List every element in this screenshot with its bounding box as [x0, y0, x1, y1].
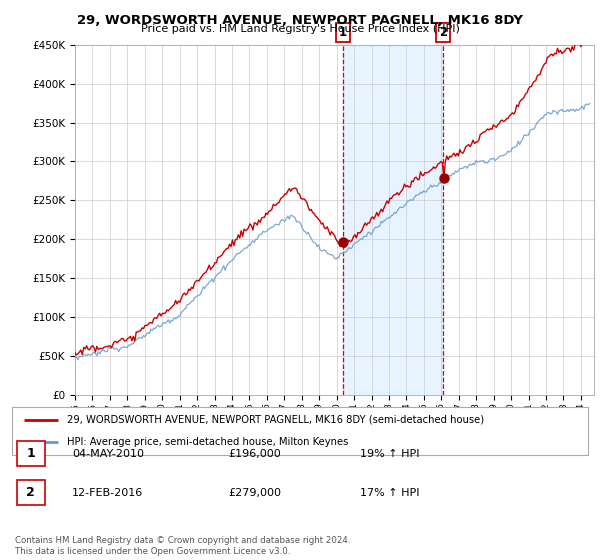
- Text: 12-FEB-2016: 12-FEB-2016: [72, 488, 143, 498]
- Text: 2: 2: [439, 26, 448, 39]
- Text: 1: 1: [26, 447, 35, 460]
- Text: HPI: Average price, semi-detached house, Milton Keynes: HPI: Average price, semi-detached house,…: [67, 437, 348, 447]
- FancyBboxPatch shape: [12, 407, 588, 455]
- FancyBboxPatch shape: [17, 480, 44, 505]
- Text: 17% ↑ HPI: 17% ↑ HPI: [360, 488, 419, 498]
- Text: 1: 1: [339, 26, 347, 39]
- Bar: [343, 45, 443, 395]
- Text: Contains HM Land Registry data © Crown copyright and database right 2024.
This d: Contains HM Land Registry data © Crown c…: [15, 536, 350, 556]
- Text: 29, WORDSWORTH AVENUE, NEWPORT PAGNELL, MK16 8DY: 29, WORDSWORTH AVENUE, NEWPORT PAGNELL, …: [77, 14, 523, 27]
- Text: £279,000: £279,000: [228, 488, 281, 498]
- Text: 19% ↑ HPI: 19% ↑ HPI: [360, 449, 419, 459]
- Text: Price paid vs. HM Land Registry's House Price Index (HPI): Price paid vs. HM Land Registry's House …: [140, 24, 460, 34]
- Text: 2: 2: [26, 486, 35, 499]
- Text: £196,000: £196,000: [228, 449, 281, 459]
- FancyBboxPatch shape: [17, 441, 44, 466]
- Text: 04-MAY-2010: 04-MAY-2010: [72, 449, 144, 459]
- Text: 29, WORDSWORTH AVENUE, NEWPORT PAGNELL, MK16 8DY (semi-detached house): 29, WORDSWORTH AVENUE, NEWPORT PAGNELL, …: [67, 415, 484, 425]
